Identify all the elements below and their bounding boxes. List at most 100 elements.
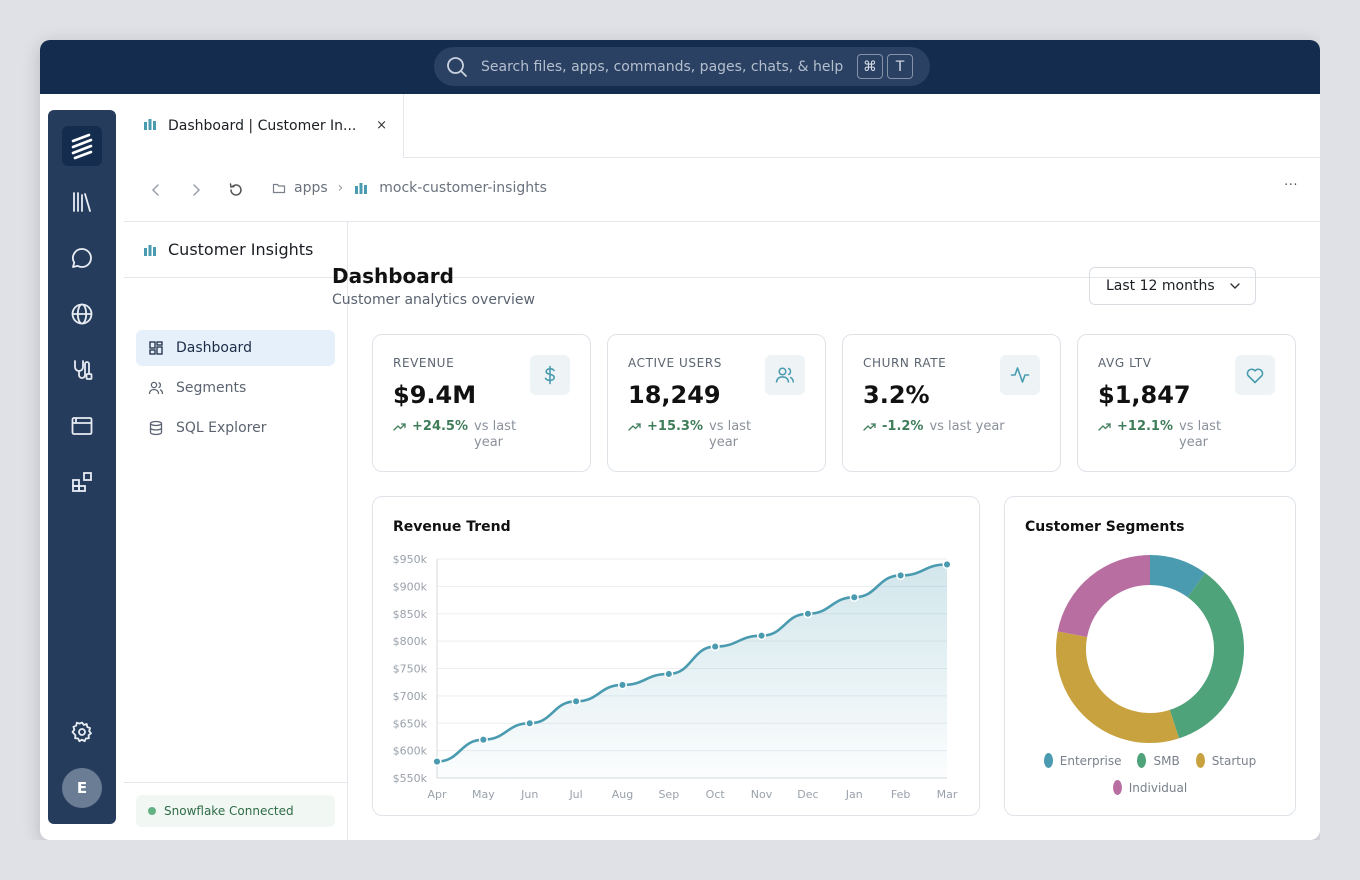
legend-label: Individual <box>1128 780 1188 795</box>
bar-chart-icon <box>353 180 369 196</box>
data-point-oct <box>710 642 720 652</box>
browser-window-icon[interactable] <box>68 412 96 440</box>
x-tick-label: Nov <box>751 788 773 801</box>
app-title: Customer Insights <box>124 222 348 278</box>
gear-icon[interactable] <box>68 718 96 746</box>
kpi-card-churn-rate: CHURN RATE 3.2% -1.2% vs last year <box>842 334 1061 472</box>
legend-swatch <box>1112 780 1122 795</box>
database-icon <box>148 420 164 436</box>
navigation-bar: apps › mock-customer-insights ··· <box>124 158 1320 222</box>
top-bar: Search files, apps, commands, pages, cha… <box>40 40 1320 94</box>
data-point-may <box>478 735 488 745</box>
back-icon[interactable] <box>146 180 166 200</box>
segments-donut-chart <box>1056 555 1244 743</box>
dollar-icon <box>530 355 570 395</box>
segment-smb <box>1169 572 1244 739</box>
kpi-label: ACTIVE USERS <box>628 356 722 370</box>
sidebar-item-sql-explorer[interactable]: SQL Explorer <box>136 410 335 446</box>
x-tick-label: Apr <box>427 788 447 801</box>
kpi-value: 18,249 <box>628 381 721 409</box>
sidebar-item-segments[interactable]: Segments <box>136 370 335 406</box>
kpi-trend: -1.2% vs last year <box>863 419 1019 435</box>
kpi-trend: +24.5% vs last year <box>393 419 532 451</box>
kpi-value: $1,847 <box>1098 381 1191 409</box>
kpi-value: $9.4M <box>393 381 477 409</box>
kpi-change: +24.5% <box>412 419 468 434</box>
breadcrumb-chevron-icon: › <box>337 180 344 196</box>
connection-status: Snowflake Connected <box>136 795 335 827</box>
kpi-card-revenue: REVENUE $9.4M +24.5% vs last year <box>372 334 591 472</box>
window-bottom-backdrop <box>0 840 1360 880</box>
revenue-series-line <box>436 563 948 763</box>
customer-segments-panel: Customer Segments Enterprise SMB Startup In… <box>1004 496 1296 816</box>
chat-icon[interactable] <box>68 244 96 272</box>
user-avatar[interactable]: E <box>62 768 102 808</box>
legend-swatch <box>1195 753 1205 768</box>
globe-icon[interactable] <box>68 300 96 328</box>
chart-title: Customer Segments <box>1025 519 1185 535</box>
bar-chart-icon <box>142 242 158 258</box>
breadcrumb-apps[interactable]: apps <box>294 180 328 196</box>
data-point-jan <box>849 592 859 602</box>
legend-item-individual: Individual <box>1112 780 1188 795</box>
plug-icon[interactable] <box>68 356 96 384</box>
bar-chart-icon <box>142 116 158 136</box>
kpi-compare-label: vs last year <box>709 419 752 450</box>
chevron-down-icon <box>1229 280 1241 296</box>
kpi-value: 3.2% <box>863 381 930 409</box>
users-icon <box>765 355 805 395</box>
data-point-feb <box>896 570 906 580</box>
sidebar-footer: Snowflake Connected <box>124 782 348 840</box>
trending-up-icon <box>628 420 641 433</box>
x-tick-label: Feb <box>891 788 910 801</box>
y-tick-label: $900k <box>393 580 428 593</box>
legend-item-startup: Startup <box>1195 753 1256 768</box>
legend-item-enterprise: Enterprise <box>1043 753 1121 768</box>
close-icon[interactable]: × <box>376 118 387 133</box>
x-tick-label: Jul <box>568 788 582 801</box>
data-point-jun <box>525 718 535 728</box>
global-search[interactable]: Search files, apps, commands, pages, cha… <box>434 47 930 86</box>
search-icon <box>446 56 468 78</box>
apps-grid-icon[interactable] <box>68 468 96 496</box>
x-tick-label: Jun <box>520 788 538 801</box>
kpi-card-active-users: ACTIVE USERS 18,249 +15.3% vs last year <box>607 334 826 472</box>
kpi-change: +12.1% <box>1117 419 1173 434</box>
x-tick-label: Sep <box>658 788 679 801</box>
segment-enterprise <box>1149 555 1206 598</box>
breadcrumb-app[interactable]: mock-customer-insights <box>379 180 547 196</box>
x-tick-label: Mar <box>937 788 958 801</box>
more-options-icon[interactable]: ··· <box>1284 178 1298 193</box>
users-icon <box>148 380 164 396</box>
x-tick-label: Jan <box>845 788 863 801</box>
revenue-trend-panel: Revenue Trend $550k $600k $650k $700k $750k $… <box>372 496 980 816</box>
x-tick-label: Aug <box>612 788 633 801</box>
refresh-icon[interactable] <box>226 180 246 200</box>
tab-dashboard[interactable]: Dashboard | Customer In... × <box>124 94 404 158</box>
app-sidebar: Customer Insights Dashboard Segments SQL… <box>124 222 348 840</box>
sidebar-item-label: Segments <box>176 380 247 396</box>
period-select[interactable]: Last 12 months <box>1089 267 1256 305</box>
tab-bar: Dashboard | Customer In... × <box>124 94 1320 158</box>
x-tick-label: Dec <box>797 788 818 801</box>
period-select-value: Last 12 months <box>1106 278 1215 294</box>
legend-item-smb: SMB <box>1137 753 1180 768</box>
kpi-card-avg-ltv: AVG LTV $1,847 +12.1% vs last year <box>1077 334 1296 472</box>
brand-logo[interactable] <box>62 126 102 166</box>
x-tick-label: Oct <box>706 788 726 801</box>
data-point-dec <box>803 609 813 619</box>
kpi-change: -1.2% <box>882 419 924 434</box>
connection-label: Snowflake Connected <box>164 804 294 818</box>
activity-icon <box>1000 355 1040 395</box>
main-header-strip <box>348 222 1320 278</box>
dashboard-icon <box>148 340 164 356</box>
page-subtitle: Customer analytics overview <box>332 292 535 308</box>
status-dot <box>148 807 156 815</box>
app-rail: E <box>48 110 116 824</box>
sidebar-item-dashboard[interactable]: Dashboard <box>136 330 335 366</box>
x-tick-label: May <box>472 788 495 801</box>
forward-icon[interactable] <box>186 180 206 200</box>
library-icon[interactable] <box>68 188 96 216</box>
y-tick-label: $700k <box>393 690 428 703</box>
kpi-trend: +12.1% vs last year <box>1098 419 1237 451</box>
